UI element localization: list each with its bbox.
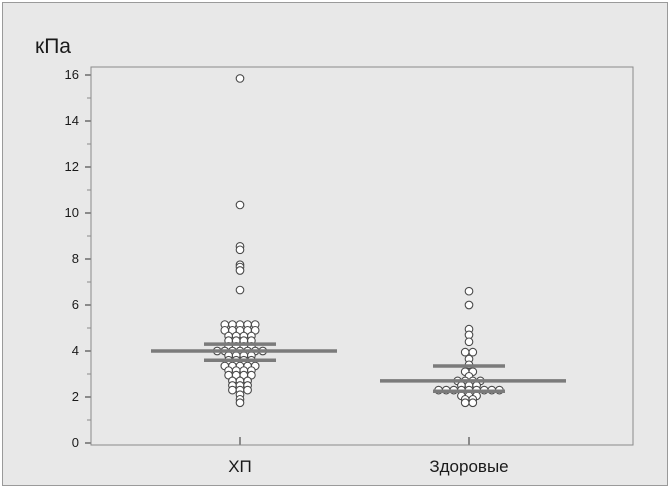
data-point [464,286,474,296]
data-point [468,398,478,408]
y-tick-label: 0 [72,435,79,450]
y-tick-label: 6 [72,297,79,312]
y-tick-label: 14 [65,113,79,128]
data-point [460,347,470,357]
dot-plot-chart: кПа 0 2 4 6 8 10 12 14 16 ХП Здоровые [35,35,634,476]
y-tick-label: 4 [72,343,79,358]
data-point [235,74,245,83]
plot-area [90,66,634,446]
axes: 0 2 4 6 8 10 12 14 16 ХП Здоровые [65,67,509,476]
data-points [212,74,504,408]
data-point [243,385,252,395]
y-tick-label: 12 [65,159,79,174]
y-unit-label: кПа [35,35,71,58]
y-tick-label: 16 [65,67,79,82]
data-point [228,385,237,395]
category-label: ХП [228,457,252,476]
y-tick-label: 10 [65,205,79,220]
data-point [235,200,245,210]
summary-lines [151,342,566,393]
data-point [235,266,245,275]
data-point [464,300,474,310]
data-point [235,398,245,408]
data-point [460,398,470,408]
y-tick-label: 8 [72,251,79,266]
data-point [235,245,245,255]
data-point [464,337,474,347]
y-tick-label: 2 [72,389,79,404]
data-point [235,285,245,295]
category-label: Здоровые [429,457,508,476]
data-point [468,347,478,357]
